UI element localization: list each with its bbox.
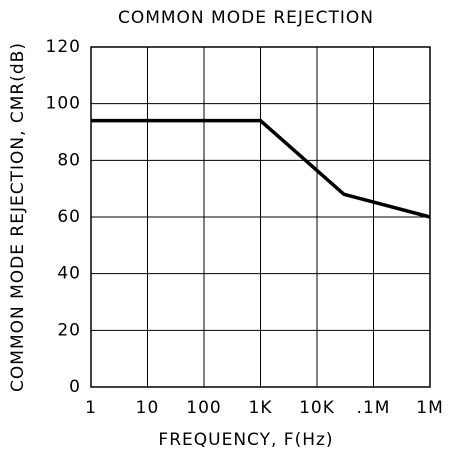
y-tick-label: 40 — [57, 264, 81, 284]
x-tick-label: 1K — [249, 398, 273, 418]
x-axis-label: FREQUENCY, F(Hz) — [158, 430, 333, 450]
x-tick-label: 10 — [136, 398, 160, 418]
y-axis-label: COMMON MODE REJECTION, CMR(dB) — [8, 42, 28, 392]
x-tick-label: 100 — [186, 398, 221, 418]
chart-title: COMMON MODE REJECTION — [118, 8, 374, 28]
x-tick-label: 1M — [416, 398, 443, 418]
x-tick-label: 10K — [299, 398, 335, 418]
x-tick-label: 1 — [85, 398, 97, 418]
y-tick-label: 0 — [69, 377, 81, 397]
y-tick-label: 120 — [46, 37, 81, 57]
data-line — [91, 118, 431, 219]
x-tick-label: .1M — [357, 398, 391, 418]
y-tick-label: 100 — [46, 94, 81, 114]
y-tick-label: 80 — [57, 150, 81, 170]
y-tick-label: 20 — [57, 320, 81, 340]
y-tick-label: 60 — [57, 207, 81, 227]
